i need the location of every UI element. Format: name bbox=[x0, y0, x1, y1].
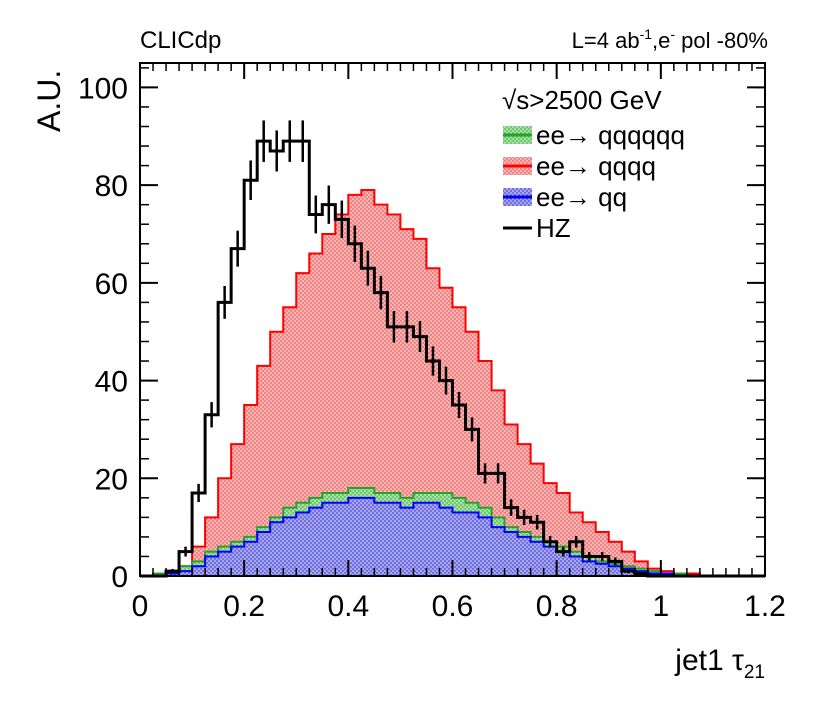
legend-label: ee→ qqqqqq bbox=[536, 120, 685, 150]
x-axis-title: jet1 τ21 bbox=[674, 644, 765, 683]
x-tick-label: 0.2 bbox=[223, 590, 265, 623]
legend-label: ee→ qqqq bbox=[536, 151, 656, 181]
y-axis-title: A.U. bbox=[31, 70, 67, 132]
y-tick-label: 40 bbox=[95, 366, 128, 399]
y-axis: 0 20 40 60 80 100 bbox=[78, 67, 765, 594]
y-tick-label: 0 bbox=[111, 561, 128, 594]
x-tick-label: 1.2 bbox=[744, 590, 786, 623]
x-tick-label: 0.4 bbox=[327, 590, 369, 623]
header-right: L=4 ab-1,e- pol -80% bbox=[572, 26, 768, 53]
legend-label: ee→ qq bbox=[536, 182, 627, 212]
header-left: CLICdp bbox=[140, 27, 221, 54]
x-tick-label: 0.8 bbox=[536, 590, 578, 623]
y-tick-label: 60 bbox=[95, 268, 128, 301]
y-tick-label: 80 bbox=[95, 170, 128, 203]
x-tick-label: 0.6 bbox=[432, 590, 474, 623]
legend-header: √s>2500 GeV bbox=[502, 85, 662, 115]
y-tick-label: 20 bbox=[95, 463, 128, 496]
x-tick-label: 0 bbox=[132, 590, 149, 623]
series-hz-line bbox=[140, 120, 765, 578]
x-axis: 0 0.2 0.4 0.6 0.8 1 1.2 bbox=[132, 63, 786, 623]
x-tick-label: 1 bbox=[652, 590, 669, 623]
legend-label: HZ bbox=[536, 213, 571, 243]
line-hz bbox=[140, 139, 765, 578]
y-tick-label: 100 bbox=[78, 72, 128, 105]
